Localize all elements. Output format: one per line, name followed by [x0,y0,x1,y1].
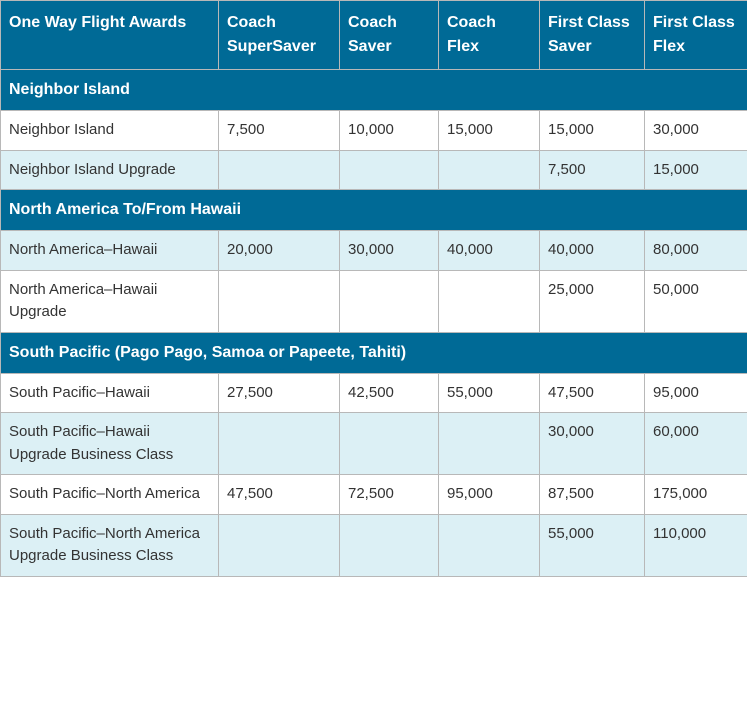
cell: 30,000 [340,231,439,271]
row-label: South Pacific–North America [1,475,219,515]
table-row: South Pacific–North America 47,500 72,50… [1,475,747,515]
cell: 175,000 [645,475,747,515]
cell: 30,000 [645,111,747,151]
col-header: First Class Saver [540,1,645,70]
cell: 7,500 [540,150,645,190]
cell [439,150,540,190]
cell: 47,500 [540,373,645,413]
table-row: South Pacific–Hawaii Upgrade Business Cl… [1,413,747,475]
table-row: Neighbor Island Upgrade 7,500 15,000 [1,150,747,190]
cell: 40,000 [540,231,645,271]
cell: 87,500 [540,475,645,515]
cell: 47,500 [219,475,340,515]
row-label: North America–Hawaii [1,231,219,271]
section-title: North America To/From Hawaii [1,190,747,231]
col-header: Coach Saver [340,1,439,70]
row-label: Neighbor Island Upgrade [1,150,219,190]
cell: 40,000 [439,231,540,271]
row-label: South Pacific–Hawaii Upgrade Business Cl… [1,413,219,475]
cell: 95,000 [439,475,540,515]
section-title: Neighbor Island [1,70,747,111]
cell: 7,500 [219,111,340,151]
cell: 110,000 [645,514,747,576]
cell [219,150,340,190]
row-label: North America–Hawaii Upgrade [1,270,219,332]
cell: 95,000 [645,373,747,413]
section-header: North America To/From Hawaii [1,190,747,231]
cell: 25,000 [540,270,645,332]
section-header: Neighbor Island [1,70,747,111]
table-row: South Pacific–Hawaii 27,500 42,500 55,00… [1,373,747,413]
cell: 55,000 [540,514,645,576]
cell [340,150,439,190]
cell: 20,000 [219,231,340,271]
cell [340,514,439,576]
header-row: One Way Flight Awards Coach SuperSaver C… [1,1,747,70]
awards-table: One Way Flight Awards Coach SuperSaver C… [0,0,747,577]
cell: 55,000 [439,373,540,413]
col-header: Coach Flex [439,1,540,70]
cell [219,270,340,332]
col-header: One Way Flight Awards [1,1,219,70]
cell [340,413,439,475]
row-label: Neighbor Island [1,111,219,151]
table-row: North America–Hawaii Upgrade 25,000 50,0… [1,270,747,332]
cell: 60,000 [645,413,747,475]
table-row: South Pacific–North America Upgrade Busi… [1,514,747,576]
cell: 10,000 [340,111,439,151]
cell: 72,500 [340,475,439,515]
cell [439,270,540,332]
cell: 15,000 [439,111,540,151]
cell: 30,000 [540,413,645,475]
col-header: Coach SuperSaver [219,1,340,70]
cell [439,514,540,576]
cell [340,270,439,332]
row-label: South Pacific–North America Upgrade Busi… [1,514,219,576]
table-row: Neighbor Island 7,500 10,000 15,000 15,0… [1,111,747,151]
cell: 42,500 [340,373,439,413]
section-header: South Pacific (Pago Pago, Samoa or Papee… [1,332,747,373]
cell: 15,000 [540,111,645,151]
cell: 50,000 [645,270,747,332]
section-title: South Pacific (Pago Pago, Samoa or Papee… [1,332,747,373]
col-header: First Class Flex [645,1,747,70]
cell [219,413,340,475]
cell [439,413,540,475]
row-label: South Pacific–Hawaii [1,373,219,413]
table-row: North America–Hawaii 20,000 30,000 40,00… [1,231,747,271]
cell [219,514,340,576]
cell: 15,000 [645,150,747,190]
cell: 80,000 [645,231,747,271]
cell: 27,500 [219,373,340,413]
